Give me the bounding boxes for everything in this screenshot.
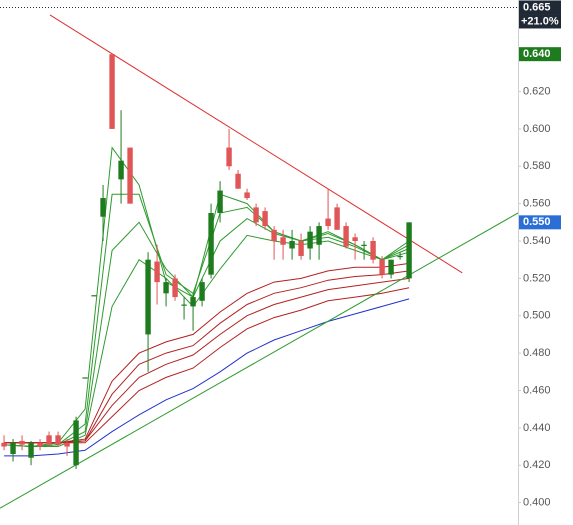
y-tick-label: 0.540 [523,235,551,247]
candle-body [127,147,133,204]
candle-body [55,435,61,445]
candle-body [253,207,259,223]
candle-body [244,192,250,199]
price-badge [519,0,561,15]
change-label: +21.0% [521,15,559,27]
candle-body [28,442,34,458]
candle-body [388,259,394,275]
y-tick-label: 0.480 [523,347,551,359]
candle-body [19,440,25,445]
moving-average [4,287,410,444]
candle-body [172,278,178,298]
candle-body [163,282,169,294]
candle-body [199,282,205,301]
price-badge-label: 0.665 [523,1,551,13]
candle-body [190,297,196,307]
candle-body [334,207,340,230]
candle-body [316,226,322,245]
candle-body [370,241,376,260]
candle-body [109,54,115,129]
y-tick-label: 0.400 [523,496,551,508]
y-tick-label: 0.580 [523,160,551,172]
candle-body [100,198,106,217]
y-tick-label: 0.440 [523,422,551,434]
candle-body [82,377,88,379]
price-badge [519,47,561,62]
candle-body [343,226,349,247]
moving-average [4,262,410,444]
candle-body [73,420,79,466]
candle-body [118,160,124,180]
candle-body [217,190,223,213]
candle-body [298,241,304,256]
candle-body [307,231,313,249]
candle-body [181,304,187,306]
price-badge-label: 0.550 [523,216,551,228]
y-tick-label: 0.600 [523,123,551,135]
candle-body [91,295,97,297]
candle-body [10,442,16,455]
candle-body [1,442,7,447]
candle-body [289,241,295,249]
candle-body [208,212,214,275]
candle-body [361,244,367,246]
candle-body [226,147,232,167]
y-tick-label: 0.520 [523,272,551,284]
candle-body [37,442,43,447]
candle-body [271,229,277,242]
moving-average [4,217,410,448]
candle-body [145,259,151,335]
change-badge [519,14,561,29]
y-tick-label: 0.420 [523,459,551,471]
candle-body [262,211,268,227]
price-axis: 0.400 0.420 0.440 0.460 0.480 0.500 0.520 0.540… [518,0,561,508]
plot-area [0,6,518,509]
moving-average [4,277,410,444]
price-badge [519,215,561,230]
moving-average [4,298,410,457]
price-badge-label: 0.640 [523,48,551,60]
trendline [0,212,518,509]
moving-average [4,193,410,448]
y-tick-label: 0.560 [523,198,551,210]
y-tick-label: 0.620 [523,85,551,97]
candle-body [379,259,385,275]
candle-body [325,218,331,227]
y-tick-label: 0.500 [523,310,551,322]
y-tick-label: 0.460 [523,384,551,396]
candle-body [280,237,286,245]
candle-body [406,222,412,279]
candle-body [64,442,70,447]
trendline [49,14,463,274]
candle-body [235,173,241,189]
candle-body [352,237,358,242]
moving-average [4,146,410,448]
candle-body [397,255,403,258]
candle-body [46,435,52,445]
candle-body [154,261,160,283]
